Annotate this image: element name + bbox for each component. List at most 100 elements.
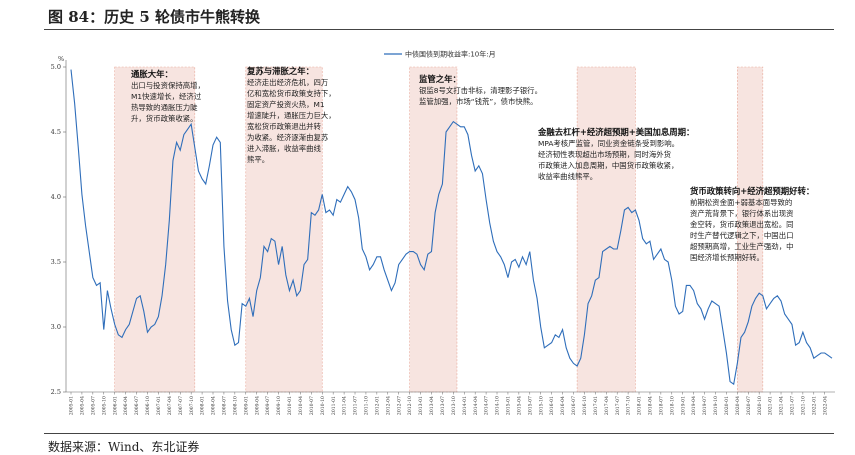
annotation-5: 货币政策转向+经济超预期好转： 前期松资金面+弱基本面导致的资产荒背景下，银行体系… (689, 186, 814, 262)
annotation-line: 进入滞胀，收益率曲线 (247, 144, 322, 153)
x-tick-label: 2010-10 (320, 396, 326, 415)
x-tick-label: 2008-07 (222, 396, 228, 415)
x-tick-label: 2015-07 (527, 396, 533, 415)
annotation-line: 国经济增长预期好转。 (690, 253, 764, 262)
x-tick-label: 2017-04 (604, 396, 610, 415)
x-tick-label: 2011-04 (342, 396, 348, 415)
x-tick-label: 2011-10 (364, 396, 370, 415)
x-tick-label: 2015-04 (516, 396, 522, 415)
legend: 中债国债到期收益率:10年:月 (384, 50, 496, 59)
x-tick-label: 2014-04 (473, 396, 479, 415)
x-tick-label: 2018-10 (669, 396, 675, 415)
x-tick-label: 2016-04 (560, 396, 566, 415)
x-tick-label: 2009-01 (243, 396, 249, 415)
annotation-line: 热导致的通胀压力陡 (131, 103, 198, 112)
x-tick-label: 2016-07 (571, 396, 577, 415)
y-axis-unit: % (58, 55, 64, 63)
y-tick-label: 3.5 (51, 258, 61, 266)
annotation-line: 前期松资金面+弱基本面导致的 (690, 198, 792, 207)
x-tick-label: 2019-10 (713, 396, 719, 415)
x-tick-label: 2012-04 (385, 396, 391, 415)
x-tick-label: 2007-07 (178, 396, 184, 415)
x-tick-label: 2020-07 (746, 396, 752, 415)
y-tick-label: 3.0 (51, 323, 61, 331)
y-tick-label: 2.5 (51, 388, 61, 396)
x-tick-label: 2019-01 (680, 396, 686, 415)
x-tick-label: 2019-04 (691, 396, 697, 415)
x-tick-label: 2021-01 (768, 396, 774, 415)
x-tick-label: 2013-01 (418, 396, 424, 415)
x-tick-label: 2016-10 (582, 396, 588, 415)
x-tick-label: 2015-10 (538, 396, 544, 415)
annotation-line: 经济韧性表现超出市场预期，同时海外货 (538, 150, 671, 159)
shaded-period-5 (737, 66, 764, 393)
x-tick-label: 2010-07 (309, 396, 315, 415)
x-tick-label: 2019-07 (702, 396, 708, 415)
x-tick-label: 2012-01 (374, 396, 380, 415)
y-tick-label: 4.0 (51, 193, 61, 201)
x-tick-label: 2014-10 (495, 396, 501, 415)
annotation-line: 升，货币政策收紧。 (131, 114, 198, 123)
figure-source: 数据来源：Wind、东北证券 (48, 440, 200, 454)
annotation-3: 监管之年： 银监8号文打击非标，清理影子银行。监管加强，市场“钱荒”，债市快熊。 (419, 74, 542, 106)
x-tick-label: 2009-07 (265, 396, 271, 415)
annotation-title: 复苏与滞胀之年： (246, 66, 314, 76)
x-tick-label: 2021-10 (800, 396, 806, 415)
annotation-1: 通胀大年： 出口与投资保持高增， M1快速增长，经济过热导致的通胀压力陡升，货币政策… (131, 69, 205, 123)
annotation-title: 监管之年： (419, 74, 461, 84)
annotation-line: 收益率曲线熊平。 (538, 172, 597, 181)
x-tick-label: 2007-04 (167, 396, 173, 415)
x-tick-label: 2006-10 (145, 396, 151, 415)
x-tick-label: 2017-01 (593, 396, 599, 415)
x-tick-label: 2008-04 (211, 396, 217, 415)
x-tick-label: 2022-04 (822, 396, 828, 415)
x-tick-label: 2010-04 (298, 396, 304, 415)
x-tick-label: 2005-01 (69, 396, 75, 415)
x-tick-label: 2021-07 (790, 396, 796, 415)
x-tick-label: 2020-10 (757, 396, 763, 415)
annotation-line: 币政策进入加息周期，中国货币政策收紧， (538, 161, 678, 170)
shaded-period-4 (576, 66, 636, 393)
x-tick-label: 2006-04 (123, 396, 129, 415)
x-tick-label: 2005-07 (90, 396, 96, 415)
x-tick-label: 2021-04 (779, 396, 785, 415)
annotation-line: 出口与投资保持高增， (131, 81, 205, 90)
x-tick-label: 2008-10 (232, 396, 238, 415)
annotation-line: 超预期高增，工业生产强劲，中 (690, 242, 793, 251)
x-tick-label: 2010-01 (287, 396, 293, 415)
x-tick-label: 2020-04 (735, 396, 741, 415)
annotation-line: 金空转，货币政策退出宽松。同 (690, 220, 793, 229)
annotation-line: M1快速增长，经济过 (131, 92, 202, 101)
x-tick-label: 2020-01 (724, 396, 730, 415)
annotation-line: 固定资产投资火热，M1 (247, 100, 325, 109)
x-tick-label: 2006-01 (112, 396, 118, 415)
annotation-line: 熊平。 (247, 155, 269, 164)
x-tick-label: 2013-04 (429, 396, 435, 415)
x-tick-label: 2009-10 (276, 396, 282, 415)
y-tick-label: 4.5 (51, 128, 61, 136)
x-tick-label: 2013-07 (440, 396, 446, 415)
annotation-line: 监管加强，市场“钱荒”，债市快熊。 (419, 97, 538, 106)
x-tick-label: 2005-10 (101, 396, 107, 415)
x-tick-label: 2006-07 (134, 396, 140, 415)
shaded-period-1 (114, 66, 196, 393)
annotation-line: 资产荒背景下，银行体系出现资 (690, 209, 793, 218)
x-tick-label: 2016-01 (549, 396, 555, 415)
series-line-cgb-10y (70, 69, 833, 386)
x-tick-label: 2008-01 (200, 396, 206, 415)
x-tick-label: 2017-07 (615, 396, 621, 415)
legend-label: 中债国债到期收益率:10年:月 (405, 50, 496, 59)
x-tick-label: 2015-01 (506, 396, 512, 415)
annotation-line: 宽松货币政策退出并转 (247, 122, 322, 131)
x-tick-label: 2011-01 (331, 396, 337, 415)
y-tick-label: 5.0 (51, 63, 61, 71)
annotation-line: 增速陡升，通胀压力巨大， (247, 111, 336, 120)
annotation-line: MPA考核严监管，同业资金链条受到影响。 (538, 139, 679, 148)
x-tick-label: 2007-01 (156, 396, 162, 415)
x-tick-label: 2007-10 (189, 396, 195, 415)
x-tick-label: 2014-07 (484, 396, 490, 415)
annotation-title: 通胀大年： (131, 69, 173, 79)
annotation-title: 货币政策转向+经济超预期好转： (689, 186, 814, 196)
